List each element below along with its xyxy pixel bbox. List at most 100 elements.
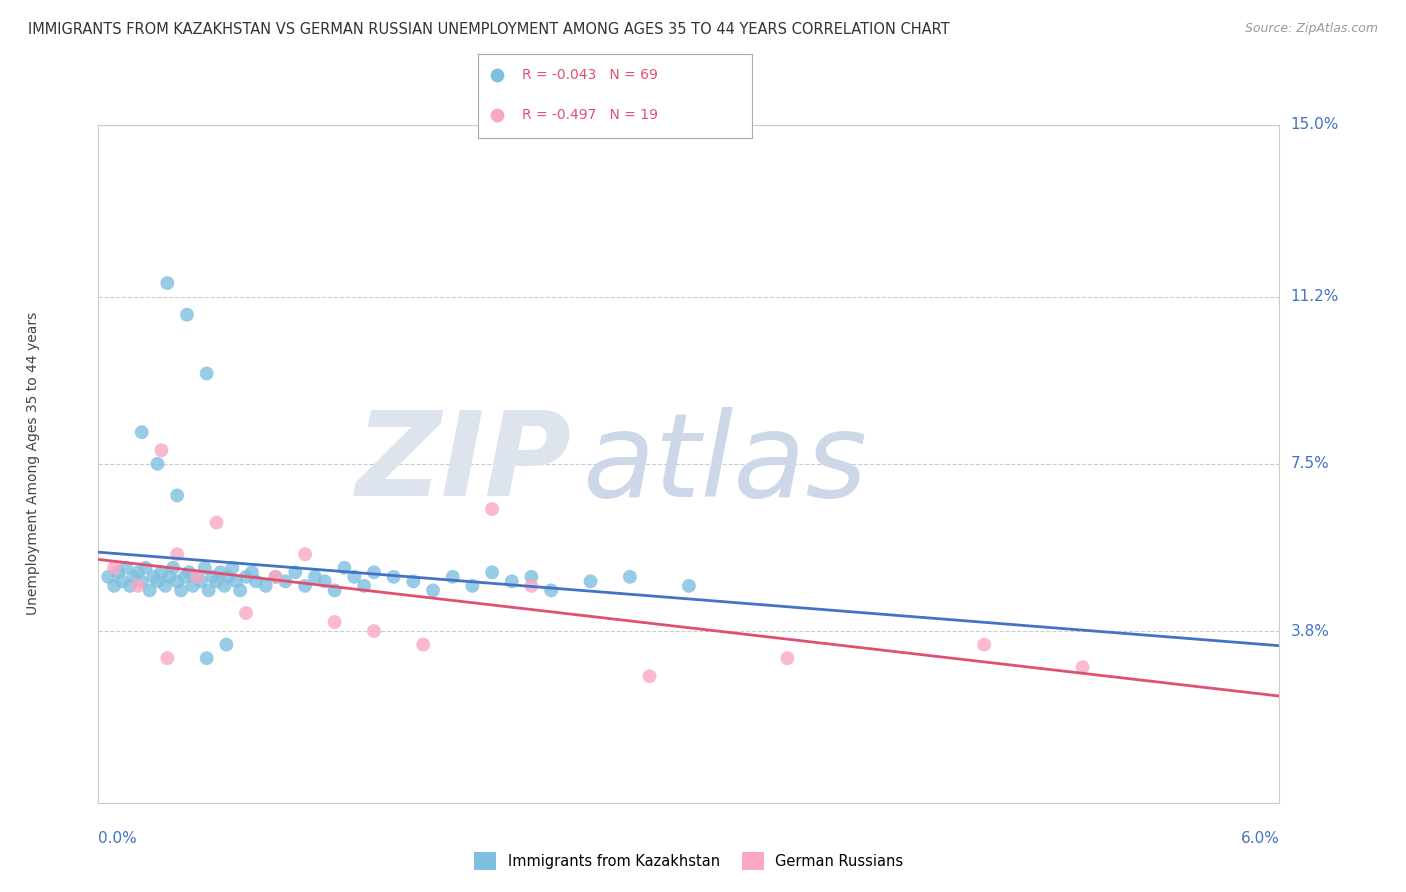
- Point: [201, 570, 224, 584]
- Point: [176, 308, 198, 322]
- Point: [146, 457, 169, 471]
- Point: [190, 574, 212, 589]
- Point: [235, 606, 257, 620]
- Point: [166, 547, 188, 561]
- Point: [245, 574, 267, 589]
- Point: [155, 579, 177, 593]
- Point: [122, 570, 145, 584]
- Point: [486, 107, 509, 121]
- Point: [157, 570, 180, 584]
- Point: [127, 566, 149, 580]
- Text: atlas: atlas: [582, 407, 868, 521]
- Text: 11.2%: 11.2%: [1291, 289, 1339, 304]
- Point: [111, 574, 134, 589]
- Point: [135, 561, 157, 575]
- Point: [127, 579, 149, 593]
- Point: [177, 566, 200, 580]
- Text: 0.0%: 0.0%: [98, 830, 138, 846]
- Point: [441, 570, 464, 584]
- Point: [194, 561, 217, 575]
- Point: [422, 583, 444, 598]
- Point: [323, 615, 346, 629]
- Point: [264, 570, 287, 584]
- Point: [103, 579, 125, 593]
- Point: [229, 583, 252, 598]
- Point: [481, 566, 503, 580]
- Text: 15.0%: 15.0%: [1291, 118, 1339, 132]
- Point: [461, 579, 484, 593]
- Point: [221, 561, 243, 575]
- Text: 7.5%: 7.5%: [1291, 457, 1329, 471]
- Point: [314, 574, 336, 589]
- Point: [412, 638, 434, 652]
- Point: [579, 574, 602, 589]
- Point: [215, 638, 238, 652]
- Point: [214, 579, 236, 593]
- Point: [142, 570, 165, 584]
- Point: [274, 574, 297, 589]
- Point: [353, 579, 375, 593]
- Point: [131, 425, 153, 440]
- Point: [264, 570, 287, 584]
- Point: [294, 547, 316, 561]
- Point: [97, 570, 120, 584]
- Point: [195, 367, 218, 381]
- Text: 6.0%: 6.0%: [1240, 830, 1279, 846]
- Point: [186, 570, 208, 584]
- Point: [205, 574, 228, 589]
- Point: [402, 574, 425, 589]
- Point: [363, 624, 385, 638]
- Point: [540, 583, 562, 598]
- Legend: Immigrants from Kazakhstan, German Russians: Immigrants from Kazakhstan, German Russi…: [468, 847, 910, 876]
- Point: [520, 570, 543, 584]
- Point: [131, 574, 153, 589]
- Point: [235, 570, 257, 584]
- Point: [146, 574, 169, 589]
- Point: [174, 570, 197, 584]
- Text: Source: ZipAtlas.com: Source: ZipAtlas.com: [1244, 22, 1378, 36]
- Point: [1071, 660, 1094, 674]
- Point: [294, 579, 316, 593]
- Point: [254, 579, 277, 593]
- Text: R = -0.497   N = 19: R = -0.497 N = 19: [522, 108, 658, 121]
- Point: [197, 583, 219, 598]
- Point: [209, 566, 232, 580]
- Point: [323, 583, 346, 598]
- Point: [501, 574, 523, 589]
- Text: 3.8%: 3.8%: [1291, 624, 1330, 639]
- Point: [382, 570, 405, 584]
- Point: [156, 651, 179, 665]
- Point: [776, 651, 799, 665]
- Point: [195, 651, 218, 665]
- Text: R = -0.043   N = 69: R = -0.043 N = 69: [522, 68, 658, 82]
- Point: [225, 574, 247, 589]
- Point: [343, 570, 366, 584]
- Point: [363, 566, 385, 580]
- Point: [333, 561, 356, 575]
- Point: [481, 502, 503, 516]
- Point: [150, 443, 173, 458]
- Text: IMMIGRANTS FROM KAZAKHSTAN VS GERMAN RUSSIAN UNEMPLOYMENT AMONG AGES 35 TO 44 YE: IMMIGRANTS FROM KAZAKHSTAN VS GERMAN RUS…: [28, 22, 949, 37]
- Point: [166, 488, 188, 502]
- Point: [162, 561, 184, 575]
- Point: [678, 579, 700, 593]
- Point: [156, 276, 179, 290]
- Point: [217, 570, 239, 584]
- Point: [284, 566, 307, 580]
- Point: [973, 638, 995, 652]
- Point: [150, 566, 173, 580]
- Point: [166, 574, 188, 589]
- Point: [107, 566, 129, 580]
- Point: [205, 516, 228, 530]
- Point: [103, 561, 125, 575]
- Point: [304, 570, 326, 584]
- Point: [170, 583, 193, 598]
- Point: [486, 68, 509, 82]
- Point: [186, 570, 208, 584]
- Point: [115, 561, 138, 575]
- Text: Unemployment Among Ages 35 to 44 years: Unemployment Among Ages 35 to 44 years: [27, 312, 41, 615]
- Text: ZIP: ZIP: [354, 407, 571, 521]
- Point: [619, 570, 641, 584]
- Point: [181, 579, 204, 593]
- Point: [138, 583, 160, 598]
